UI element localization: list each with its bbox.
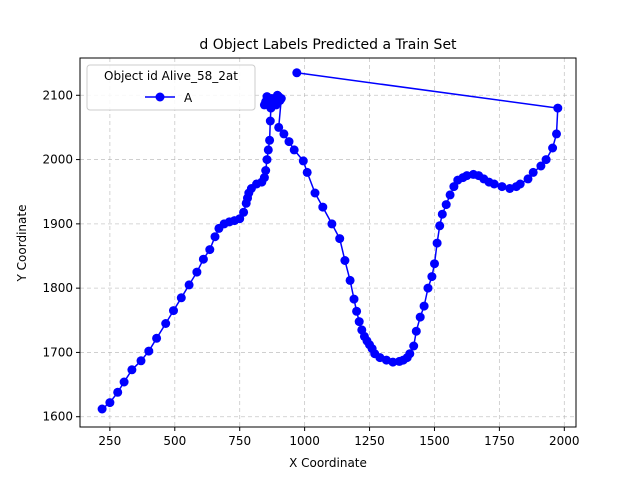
y-axis-label: Y Coordinate (15, 205, 29, 283)
data-point (441, 200, 451, 210)
data-point (113, 387, 123, 397)
x-tick-label: 500 (163, 434, 186, 448)
data-point (97, 404, 107, 414)
data-point (354, 317, 364, 327)
data-point (274, 122, 284, 132)
data-point (405, 349, 415, 359)
x-axis: 250 500 750 1000 1250 1500 1750 2000 (98, 427, 580, 448)
data-point (435, 221, 445, 231)
legend-box (86, 64, 256, 111)
data-point (276, 94, 286, 103)
data-point (411, 326, 421, 336)
x-tick-label: 1000 (289, 434, 320, 448)
data-point (152, 333, 162, 343)
data-point (437, 209, 447, 219)
y-tick-label: 1900 (42, 217, 73, 231)
y-tick-label: 1800 (42, 281, 73, 295)
legend: Object id Alive_58_2at A (86, 64, 256, 111)
data-point (292, 68, 302, 78)
legend-label: A (184, 91, 193, 105)
data-point (552, 129, 561, 139)
data-point (161, 319, 171, 328)
data-point (169, 306, 178, 316)
data-point (449, 182, 459, 192)
data-point (105, 398, 115, 408)
grid (80, 58, 576, 427)
data-point (198, 254, 208, 264)
data-point (388, 357, 398, 367)
data-point (210, 232, 220, 242)
data-point (548, 143, 558, 153)
data-point (176, 293, 186, 303)
x-tick-label: 1250 (354, 434, 385, 448)
data-point (409, 341, 419, 351)
data-point (419, 301, 429, 311)
data-point (345, 275, 355, 285)
data-point (415, 312, 425, 322)
y-tick-label: 1700 (42, 345, 73, 359)
data-point (192, 267, 202, 277)
data-point (523, 174, 533, 184)
data-point (423, 283, 433, 293)
data-point (261, 166, 271, 175)
data-point (497, 182, 507, 192)
data-point (489, 179, 499, 189)
data-point (340, 256, 350, 265)
data-point (528, 167, 538, 177)
series-line-tail (296, 72, 558, 109)
data-point (205, 245, 215, 255)
x-tick-label: 1750 (484, 434, 515, 448)
x-tick-label: 1500 (419, 434, 450, 448)
data-point (432, 238, 442, 248)
data-point (335, 234, 345, 244)
legend-title: Object id Alive_58_2at (104, 69, 238, 83)
data-point (541, 155, 551, 165)
x-axis-label: X Coordinate (289, 456, 367, 470)
legend-marker (155, 92, 165, 102)
data-point (239, 207, 249, 217)
data-point (318, 202, 328, 212)
data-point (349, 294, 359, 304)
data-point (265, 116, 275, 126)
data-point (267, 98, 277, 108)
data-point (327, 219, 337, 229)
data-point (259, 173, 269, 183)
series-layer (97, 68, 563, 414)
y-axis: 1600 1700 1800 1900 2000 2100 (42, 88, 80, 424)
data-point (184, 280, 194, 290)
x-tick-label: 250 (98, 434, 121, 448)
data-point (263, 145, 273, 155)
data-point (265, 135, 275, 145)
plot-frame (79, 57, 577, 428)
data-point (430, 259, 439, 269)
data-point (515, 179, 525, 189)
data-point (536, 161, 546, 171)
data-point (127, 365, 137, 375)
x-tick-label: 750 (228, 434, 251, 448)
data-point (136, 356, 146, 366)
data-point (284, 137, 294, 147)
data-point (279, 129, 289, 139)
data-point (352, 306, 362, 316)
y-tick-label: 1600 (42, 410, 73, 424)
data-point (119, 377, 129, 387)
data-point (427, 272, 437, 282)
data-point (144, 346, 154, 356)
data-point (302, 167, 312, 177)
chart-title: d Object Labels Predicted a Train Set (199, 37, 457, 53)
data-point (445, 190, 455, 200)
data-point (310, 188, 320, 198)
y-tick-label: 2000 (42, 153, 73, 167)
data-point (289, 145, 299, 155)
x-tick-label: 2000 (549, 434, 580, 448)
data-point (262, 155, 272, 165)
data-point (298, 156, 308, 166)
y-tick-label: 2100 (42, 88, 73, 102)
data-point (553, 103, 563, 113)
